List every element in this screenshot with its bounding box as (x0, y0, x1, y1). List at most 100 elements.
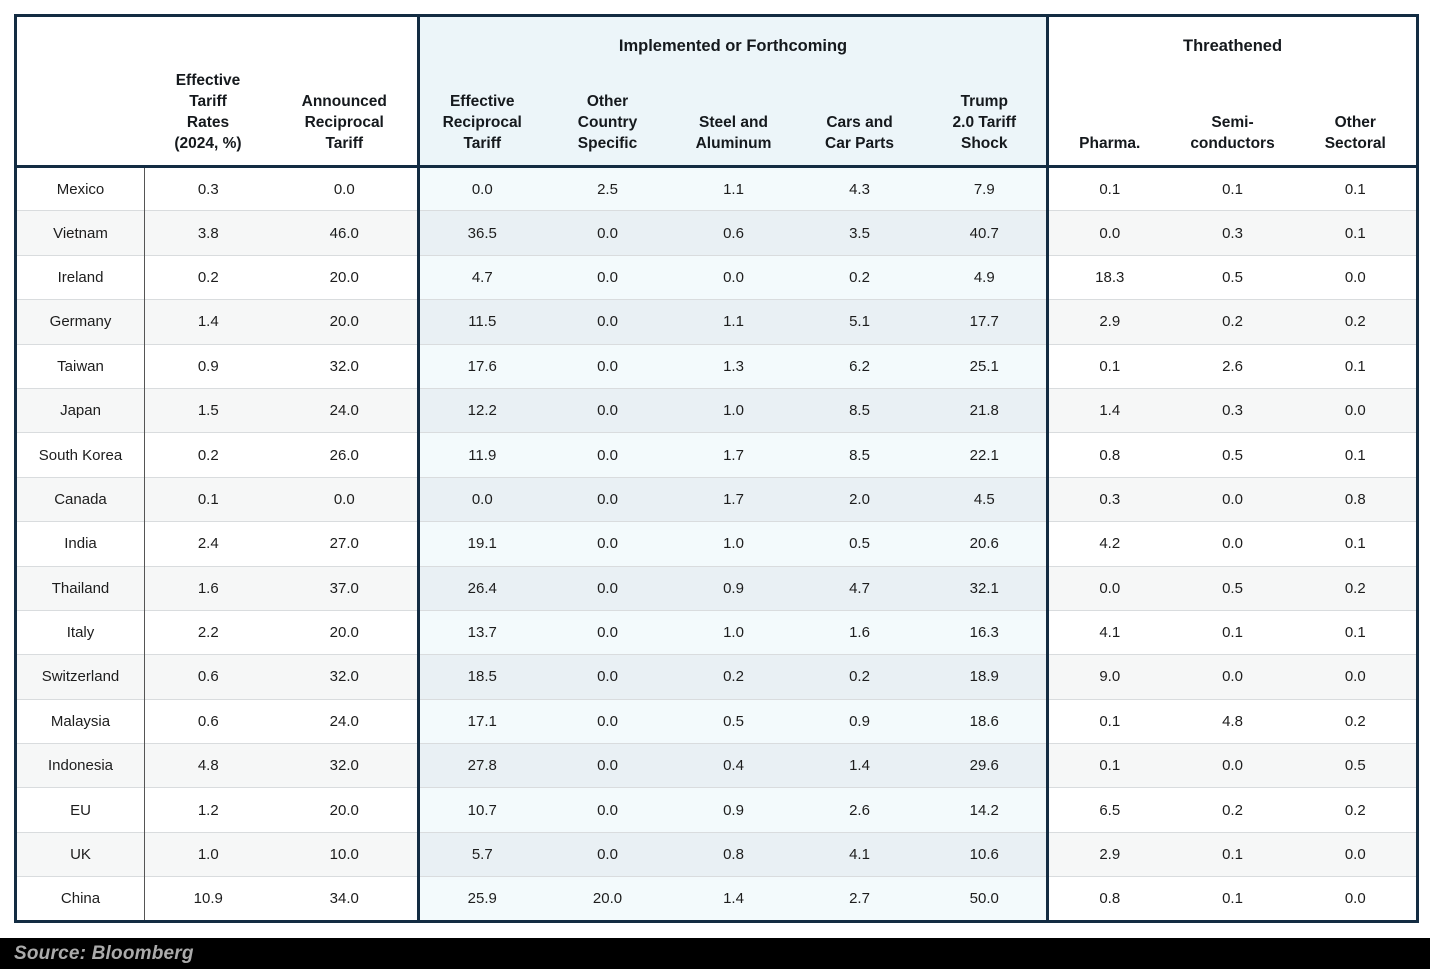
table-row-taiwan: Taiwan 0.9 32.0 17.6 0.0 1.3 6.2 25.1 0.1 2.6 0.1 (15, 343, 1418, 389)
table-cell-ireland-trump-2-0-tariff-shock: 4.9 (922, 254, 1048, 300)
source-label: Source: Bloomberg (14, 942, 194, 964)
group-header-blank (15, 15, 419, 64)
table-row-india: India 2.4 27.0 19.1 0.0 1.0 0.5 20.6 4.2 0.0 0.1 (15, 521, 1418, 567)
group-header-implemented-or-forthcoming: Implemented or Forthcoming (416, 15, 1048, 64)
table-cell-eu-semi-conductors: 0.2 (1170, 787, 1295, 833)
table-cell-taiwan-semi-conductors: 2.6 (1170, 343, 1295, 389)
table-row-china: China 10.9 34.0 25.9 20.0 1.4 2.7 50.0 0.8 0.1 0.0 (15, 876, 1418, 922)
table-cell-eu-pharma: 6.5 (1046, 787, 1171, 833)
row-label-india: India (15, 521, 145, 567)
table-cell-italy-effective-reciprocal-tariff: 13.7 (417, 609, 545, 655)
table-cell-ireland-announced-reciprocal-tariff: 20.0 (271, 254, 419, 300)
table-cell-china-other-country-specific: 20.0 (544, 876, 671, 922)
table-cell-japan-cars-and-car-parts: 8.5 (796, 387, 923, 433)
table-cell-italy-cars-and-car-parts: 1.6 (796, 609, 923, 655)
group-header-row: Implemented or Forthcoming Threathened (15, 15, 1418, 64)
column-header-semi-conductors: Semi- conductors (1170, 63, 1295, 168)
table-cell-mexico-pharma: 0.1 (1046, 166, 1171, 211)
table-cell-switzerland-effective-tariff-rates-2024: 0.6 (144, 654, 272, 700)
table-cell-germany-effective-tariff-rates-2024: 1.4 (144, 299, 272, 345)
table-row-south-korea: South Korea 0.2 26.0 11.9 0.0 1.7 8.5 22.1 0.8 0.… (15, 432, 1418, 478)
table-cell-italy-trump-2-0-tariff-shock: 16.3 (922, 609, 1048, 655)
table-row-switzerland: Switzerland 0.6 32.0 18.5 0.0 0.2 0.2 18.9 9.0 0.… (15, 654, 1418, 700)
table-cell-italy-other-sectoral: 0.1 (1294, 609, 1418, 655)
table-row-canada: Canada 0.1 0.0 0.0 0.0 1.7 2.0 4.5 0.3 0.0 0.8 (15, 476, 1418, 522)
table-cell-switzerland-effective-reciprocal-tariff: 18.5 (417, 654, 545, 700)
table-cell-switzerland-other-sectoral: 0.0 (1294, 654, 1418, 700)
table-cell-eu-steel-and-aluminum: 0.9 (670, 787, 797, 833)
column-header-other-sectoral: Other Sectoral (1294, 63, 1418, 168)
table-cell-vietnam-cars-and-car-parts: 3.5 (796, 210, 923, 256)
table-cell-switzerland-other-country-specific: 0.0 (544, 654, 671, 700)
column-header-announced-reciprocal-tariff: Announced Reciprocal Tariff (271, 63, 419, 168)
column-header-effective-tariff-rates-2024: Effective Tariff Rates (2024, %) (144, 63, 272, 168)
table-cell-taiwan-pharma: 0.1 (1046, 343, 1171, 389)
table-row-vietnam: Vietnam 3.8 46.0 36.5 0.0 0.6 3.5 40.7 0.0 0.3 0.1 (15, 210, 1418, 256)
table-cell-japan-effective-tariff-rates-2024: 1.5 (144, 387, 272, 433)
table-row-thailand: Thailand 1.6 37.0 26.4 0.0 0.9 4.7 32.1 0.0 0.5 0.… (15, 565, 1418, 611)
table-cell-indonesia-cars-and-car-parts: 1.4 (796, 743, 923, 788)
column-header-effective-reciprocal-tariff: Effective Reciprocal Tariff (417, 63, 545, 168)
table-cell-china-steel-and-aluminum: 1.4 (670, 876, 797, 922)
table-cell-ireland-other-sectoral: 0.0 (1294, 254, 1418, 300)
table-cell-india-trump-2-0-tariff-shock: 20.6 (922, 521, 1048, 567)
table-cell-mexico-other-country-specific: 2.5 (544, 166, 671, 211)
table-cell-ireland-cars-and-car-parts: 0.2 (796, 254, 923, 300)
table-cell-japan-semi-conductors: 0.3 (1170, 387, 1295, 433)
row-label-thailand: Thailand (15, 565, 145, 611)
row-label-south-korea: South Korea (15, 432, 145, 478)
table-cell-switzerland-trump-2-0-tariff-shock: 18.9 (922, 654, 1048, 700)
table-cell-indonesia-announced-reciprocal-tariff: 32.0 (271, 743, 419, 788)
table-cell-thailand-cars-and-car-parts: 4.7 (796, 565, 923, 611)
source-bar: Source: Bloomberg (0, 938, 1430, 969)
table-cell-switzerland-semi-conductors: 0.0 (1170, 654, 1295, 700)
table-cell-south-korea-effective-tariff-rates-2024: 0.2 (144, 432, 272, 478)
column-header-other-country-specific: Other Country Specific (544, 63, 671, 168)
table-cell-indonesia-effective-reciprocal-tariff: 27.8 (417, 743, 545, 788)
table-cell-india-other-country-specific: 0.0 (544, 521, 671, 567)
table-cell-ireland-other-country-specific: 0.0 (544, 254, 671, 300)
table-cell-germany-effective-reciprocal-tariff: 11.5 (417, 299, 545, 345)
table-cell-taiwan-other-country-specific: 0.0 (544, 343, 671, 389)
table-cell-uk-steel-and-aluminum: 0.8 (670, 831, 797, 877)
table-cell-china-announced-reciprocal-tariff: 34.0 (271, 876, 419, 922)
table-cell-germany-other-country-specific: 0.0 (544, 299, 671, 345)
table-cell-italy-pharma: 4.1 (1046, 609, 1171, 655)
table-row-uk: UK 1.0 10.0 5.7 0.0 0.8 4.1 10.6 2.9 0.1 0.0 (15, 831, 1418, 877)
table-cell-south-korea-other-sectoral: 0.1 (1294, 432, 1418, 478)
table-cell-italy-announced-reciprocal-tariff: 20.0 (271, 609, 419, 655)
table-cell-india-effective-tariff-rates-2024: 2.4 (144, 521, 272, 567)
table-cell-malaysia-other-sectoral: 0.2 (1294, 698, 1418, 744)
table-header: Implemented or Forthcoming Threathened E… (15, 15, 1418, 168)
column-header-cars-and-car-parts: Cars and Car Parts (796, 63, 923, 168)
table-cell-thailand-other-sectoral: 0.2 (1294, 565, 1418, 611)
table-cell-taiwan-cars-and-car-parts: 6.2 (796, 343, 923, 389)
table-cell-malaysia-announced-reciprocal-tariff: 24.0 (271, 698, 419, 744)
table-cell-vietnam-other-sectoral: 0.1 (1294, 210, 1418, 256)
table-cell-canada-effective-tariff-rates-2024: 0.1 (144, 476, 272, 522)
table-cell-japan-other-sectoral: 0.0 (1294, 387, 1418, 433)
table-cell-indonesia-other-country-specific: 0.0 (544, 743, 671, 788)
table-cell-china-trump-2-0-tariff-shock: 50.0 (922, 876, 1048, 922)
table-cell-south-korea-steel-and-aluminum: 1.7 (670, 432, 797, 478)
table-cell-taiwan-steel-and-aluminum: 1.3 (670, 343, 797, 389)
row-label-italy: Italy (15, 609, 145, 655)
table-cell-taiwan-effective-tariff-rates-2024: 0.9 (144, 343, 272, 389)
table-cell-malaysia-effective-reciprocal-tariff: 17.1 (417, 698, 545, 744)
table-cell-uk-effective-reciprocal-tariff: 5.7 (417, 831, 545, 877)
table-cell-ireland-pharma: 18.3 (1046, 254, 1171, 300)
table-cell-canada-pharma: 0.3 (1046, 476, 1171, 522)
table-cell-germany-other-sectoral: 0.2 (1294, 299, 1418, 345)
table-cell-ireland-steel-and-aluminum: 0.0 (670, 254, 797, 300)
table-cell-india-effective-reciprocal-tariff: 19.1 (417, 521, 545, 567)
table-cell-japan-pharma: 1.4 (1046, 387, 1171, 433)
table-cell-germany-trump-2-0-tariff-shock: 17.7 (922, 299, 1048, 345)
table-cell-eu-other-country-specific: 0.0 (544, 787, 671, 833)
table-cell-uk-other-country-specific: 0.0 (544, 831, 671, 877)
table-cell-thailand-steel-and-aluminum: 0.9 (670, 565, 797, 611)
table-cell-uk-pharma: 2.9 (1046, 831, 1171, 877)
row-label-indonesia: Indonesia (15, 743, 145, 788)
table-cell-germany-pharma: 2.9 (1046, 299, 1171, 345)
row-label-canada: Canada (15, 476, 145, 522)
table-cell-india-cars-and-car-parts: 0.5 (796, 521, 923, 567)
